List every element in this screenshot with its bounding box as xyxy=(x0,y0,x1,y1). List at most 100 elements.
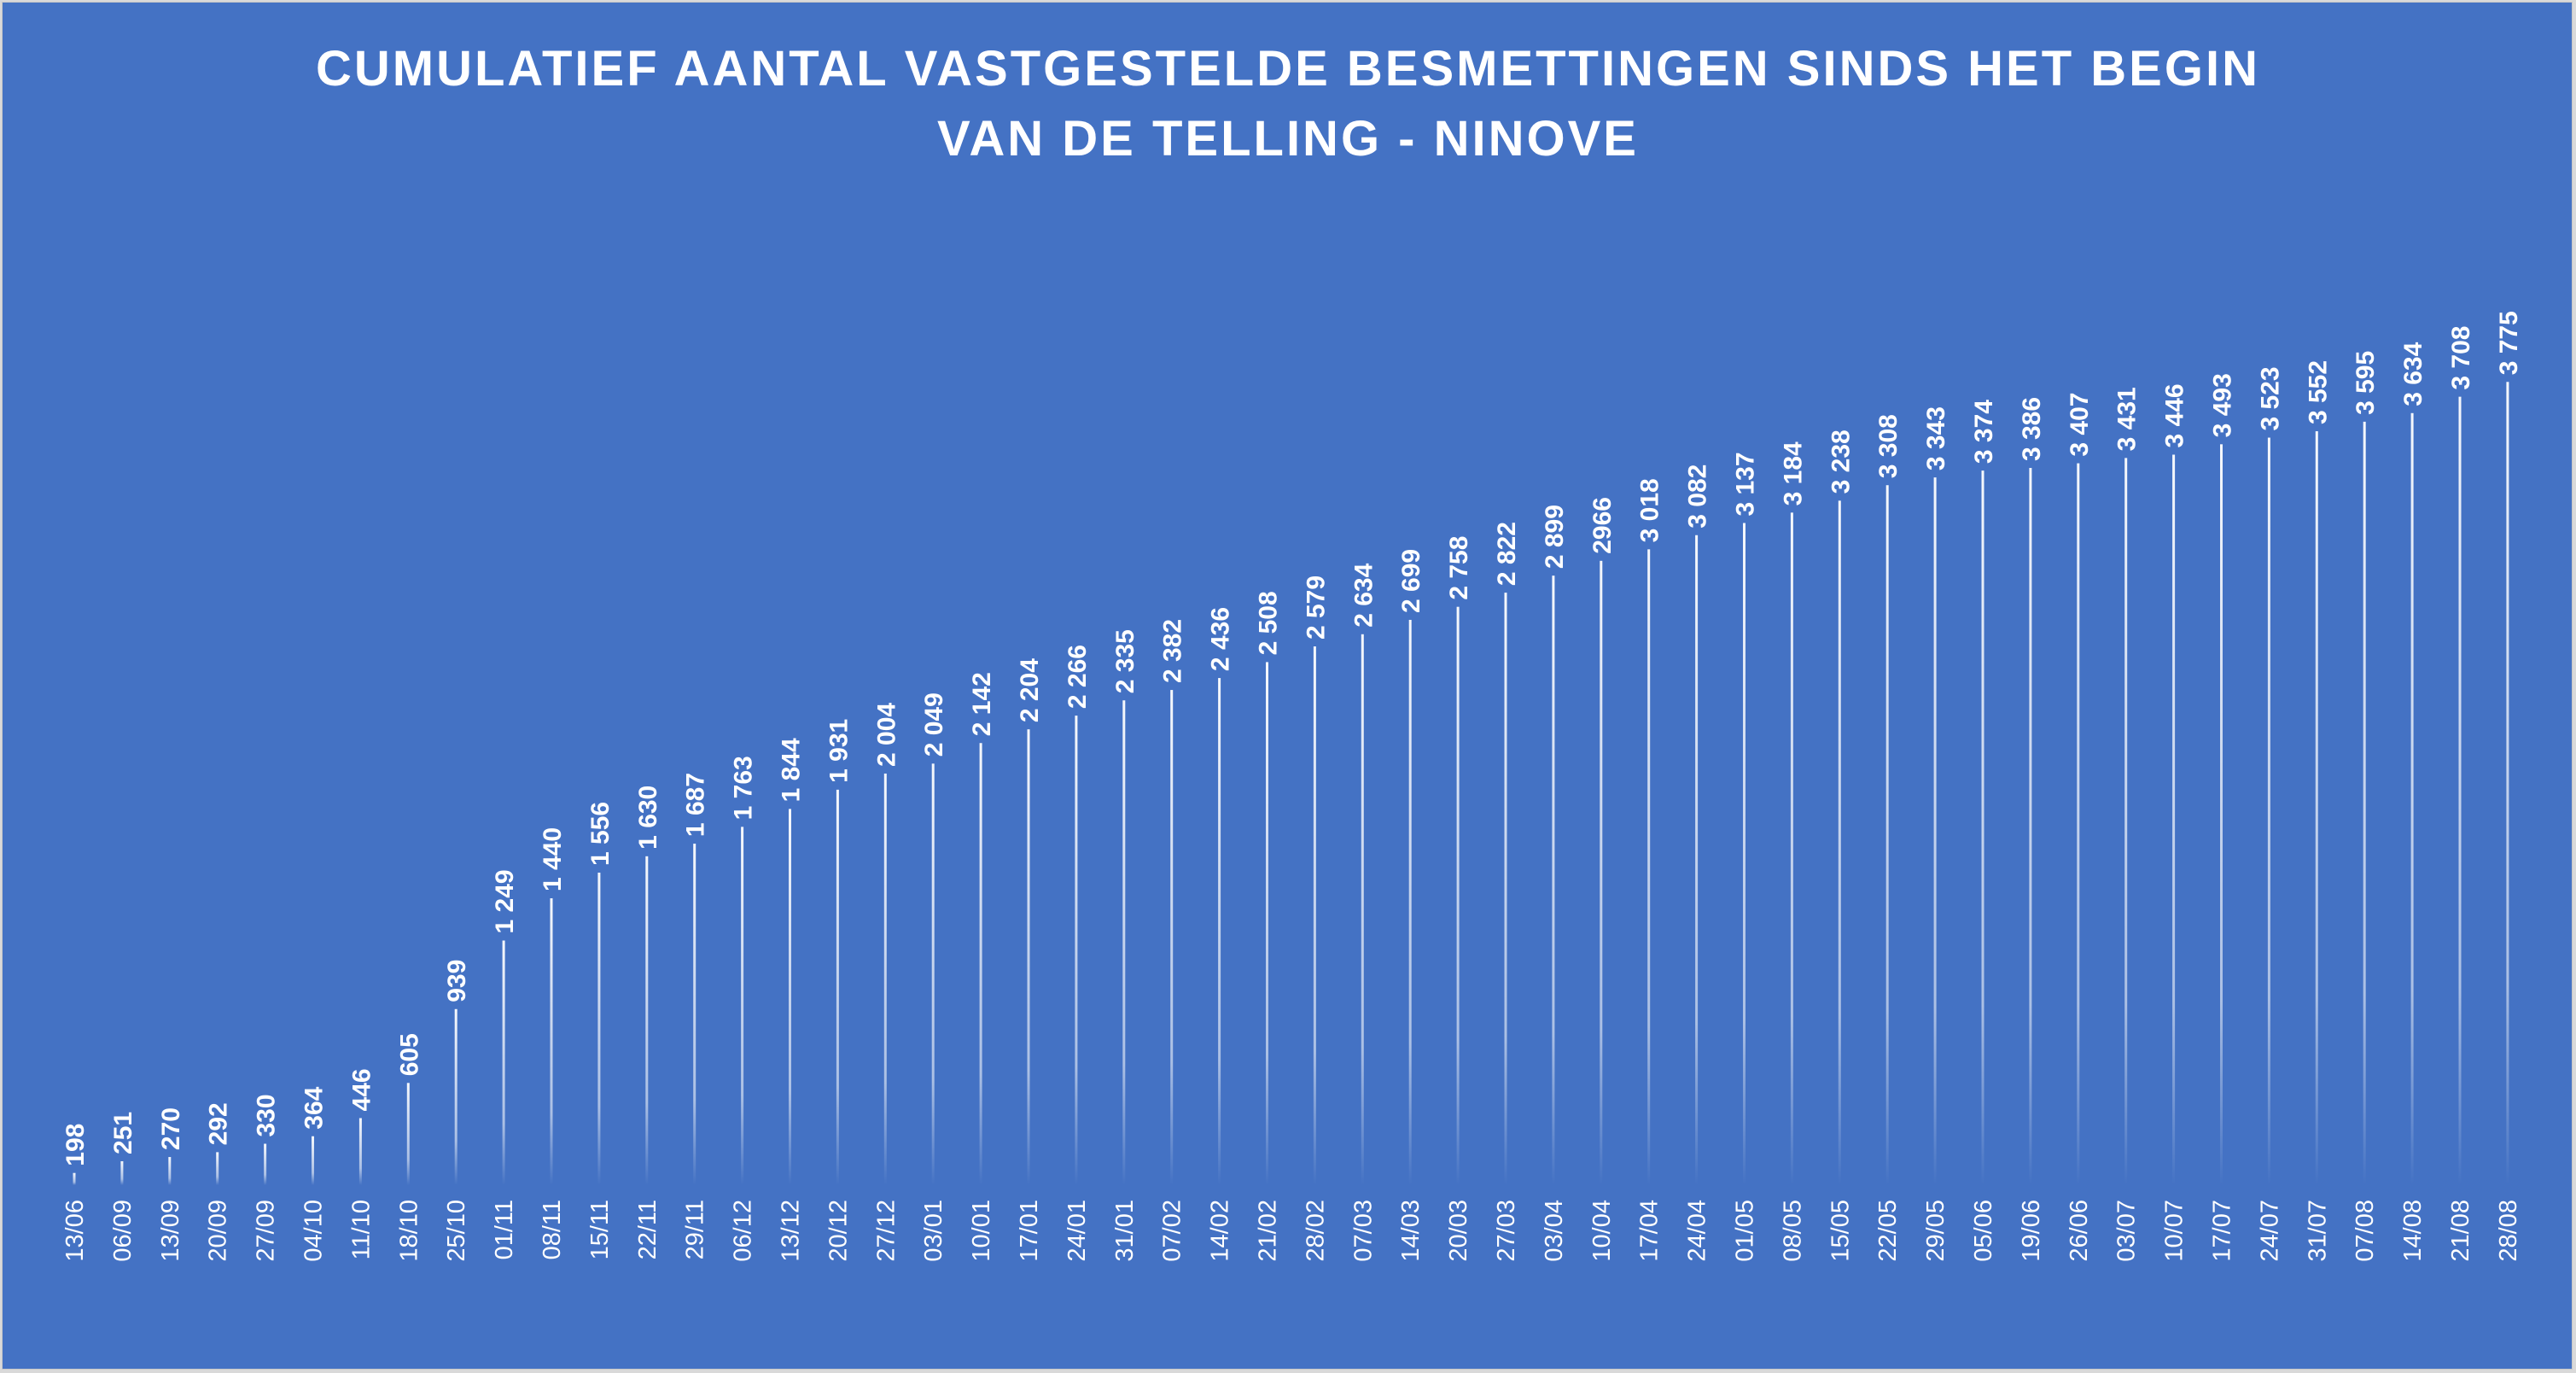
x-tick-label: 20/09 xyxy=(205,1200,232,1262)
bar-07/08 xyxy=(2363,421,2366,1185)
bar-27/12 xyxy=(883,773,887,1185)
value-label: 1 763 xyxy=(730,756,758,820)
value-label: 1 931 xyxy=(825,719,853,783)
x-tick-label: 13/09 xyxy=(157,1200,184,1262)
bar-14/02 xyxy=(1218,678,1221,1185)
bar-10/01 xyxy=(979,743,982,1185)
x-tick-label: 06/09 xyxy=(109,1200,137,1262)
value-label: 3 343 xyxy=(1922,406,1950,470)
value-label: 3 775 xyxy=(2495,311,2523,375)
x-tick-label: 15/11 xyxy=(586,1200,614,1259)
x-tick-label: 21/02 xyxy=(1255,1200,1282,1262)
bar-31/07 xyxy=(2315,431,2318,1186)
x-tick-label: 24/01 xyxy=(1064,1200,1091,1262)
bar-01/11 xyxy=(502,940,505,1185)
x-tick-label: 20/12 xyxy=(825,1200,852,1262)
bar-07/03 xyxy=(1361,634,1364,1185)
x-tick-label: 01/11 xyxy=(491,1200,518,1259)
x-tick-label: 24/04 xyxy=(1684,1200,1711,1262)
bar-15/11 xyxy=(597,872,601,1185)
bar-20/09 xyxy=(216,1152,219,1185)
bar-08/05 xyxy=(1790,512,1793,1185)
bar-14/03 xyxy=(1408,619,1412,1185)
value-label: 605 xyxy=(395,1033,423,1076)
value-label: 3 018 xyxy=(1636,478,1664,542)
bar-24/07 xyxy=(2267,437,2270,1185)
bar-05/06 xyxy=(1981,470,1984,1185)
value-label: 939 xyxy=(443,960,471,1002)
x-tick-label: 08/11 xyxy=(539,1200,566,1259)
bar-17/01 xyxy=(1027,729,1030,1185)
x-tick-label: 17/01 xyxy=(1016,1200,1043,1262)
bar-20/12 xyxy=(836,789,839,1185)
bar-07/02 xyxy=(1170,690,1174,1185)
value-label: 3 137 xyxy=(1732,452,1760,516)
value-label: 1 556 xyxy=(586,802,615,866)
x-tick-label: 14/08 xyxy=(2399,1200,2427,1262)
bar-06/09 xyxy=(120,1160,124,1185)
x-tick-label: 29/05 xyxy=(1922,1200,1949,1262)
x-tick-label: 27/12 xyxy=(872,1200,900,1262)
x-tick-label: 15/05 xyxy=(1827,1200,1854,1262)
x-tick-label: 13/06 xyxy=(61,1200,89,1262)
value-label: 3 374 xyxy=(1970,400,1998,464)
x-tick-label: 01/05 xyxy=(1732,1200,1759,1262)
bar-17/07 xyxy=(2220,444,2223,1185)
value-label: 2 758 xyxy=(1445,536,1473,600)
x-tick-label: 27/03 xyxy=(1493,1200,1520,1262)
bar-03/07 xyxy=(2124,458,2128,1185)
x-tick-label: 03/04 xyxy=(1541,1200,1568,1262)
value-label: 3 386 xyxy=(2018,397,2046,461)
value-label: 2 266 xyxy=(1064,645,1092,709)
value-label: 446 xyxy=(347,1068,376,1111)
value-label: 2 004 xyxy=(872,703,900,767)
value-label: 2 142 xyxy=(968,672,996,736)
chart-title: CUMULATIEF AANTAL VASTGESTELDE BESMETTIN… xyxy=(0,34,2576,174)
x-tick-label: 22/11 xyxy=(634,1200,661,1259)
x-tick-label: 31/01 xyxy=(1111,1200,1139,1262)
bar-22/11 xyxy=(645,856,649,1185)
bar-13/06 xyxy=(73,1172,76,1185)
value-label: 2 382 xyxy=(1159,619,1187,683)
x-tick-label: 31/07 xyxy=(2304,1200,2331,1262)
x-tick-label: 03/01 xyxy=(920,1200,947,1262)
value-label: 2 204 xyxy=(1016,658,1044,722)
value-label: 3 493 xyxy=(2209,373,2237,437)
value-label: 2 049 xyxy=(920,692,948,757)
bar-10/07 xyxy=(2172,454,2176,1185)
value-label: 1 440 xyxy=(539,827,567,891)
bar-29/05 xyxy=(1933,477,1937,1185)
bar-18/10 xyxy=(406,1083,410,1185)
bar-22/05 xyxy=(1885,485,1889,1185)
bars xyxy=(73,382,2509,1186)
value-label: 3 407 xyxy=(2066,393,2094,457)
x-tick-label: 22/05 xyxy=(1874,1200,1902,1262)
bar-08/11 xyxy=(550,898,553,1185)
value-label: 2 335 xyxy=(1111,629,1139,693)
value-label: 3 523 xyxy=(2256,366,2284,430)
x-tick-label: 07/02 xyxy=(1159,1200,1186,1262)
x-tick-label: 14/03 xyxy=(1397,1200,1425,1262)
value-label: 3 431 xyxy=(2113,387,2142,451)
bar-14/08 xyxy=(2410,412,2414,1185)
value-label: 3 552 xyxy=(2304,360,2332,424)
value-label: 2 634 xyxy=(1349,563,1378,627)
bar-20/03 xyxy=(1456,606,1460,1185)
x-tick-label: 28/08 xyxy=(2495,1200,2522,1262)
value-label: 3 308 xyxy=(1874,414,1903,478)
bar-10/04 xyxy=(1600,560,1603,1185)
value-label: 292 xyxy=(205,1102,233,1145)
x-tick-label: 04/10 xyxy=(300,1200,328,1262)
x-tick-label: 25/10 xyxy=(443,1200,470,1262)
bar-01/05 xyxy=(1743,523,1746,1185)
x-tick-label: 19/06 xyxy=(2018,1200,2045,1262)
x-tick-label: 29/11 xyxy=(682,1200,709,1259)
x-tick-label: 08/05 xyxy=(1779,1200,1806,1262)
x-tick-label: 10/01 xyxy=(968,1200,995,1262)
x-tick-label: 11/10 xyxy=(347,1200,375,1259)
value-label: 330 xyxy=(253,1094,281,1136)
value-label: 364 xyxy=(300,1086,329,1129)
value-labels: 198 251 270 292 330 364 446 605 939 1 249 1 440 1 5… xyxy=(61,311,2523,1166)
